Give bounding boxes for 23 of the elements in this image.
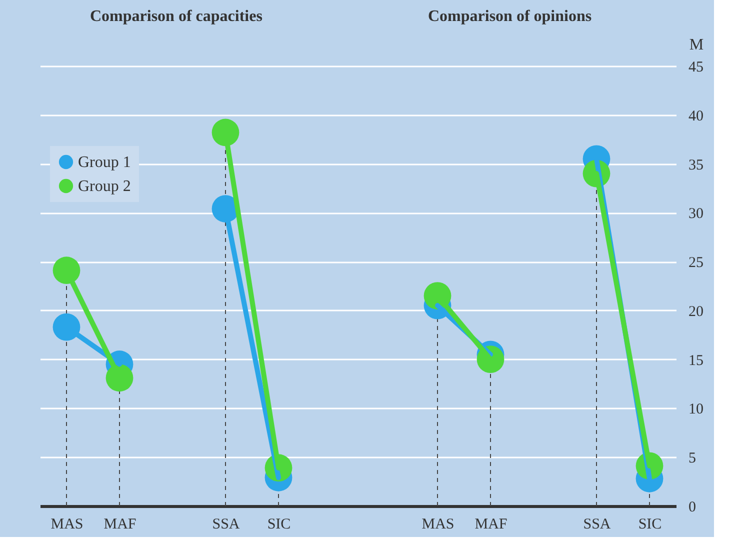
y-tick-label: 5 bbox=[688, 450, 696, 467]
x-tick-label: MAF bbox=[104, 516, 136, 532]
chart-title: Comparison of opinions bbox=[428, 8, 592, 25]
y-tick-label: 15 bbox=[688, 352, 704, 369]
legend-label: Group 1 bbox=[78, 154, 131, 171]
y-tick-label: 10 bbox=[688, 402, 704, 418]
y-tick-label: 25 bbox=[688, 255, 704, 272]
y-tick-label: 40 bbox=[688, 108, 704, 124]
y-tick-label: 30 bbox=[688, 206, 704, 222]
y-tick-label: 0 bbox=[688, 500, 696, 516]
x-tick-label: SSA bbox=[212, 516, 240, 532]
x-tick-label: MAS bbox=[422, 516, 454, 532]
y-axis-title: M bbox=[689, 36, 704, 54]
x-tick-label: SIC bbox=[638, 516, 662, 532]
y-tick-label: 20 bbox=[688, 304, 704, 320]
x-tick-label: MAS bbox=[50, 516, 84, 532]
x-tick-label: SIC bbox=[267, 516, 291, 532]
y-tick-label: 45 bbox=[688, 60, 704, 76]
x-tick-label: SSA bbox=[583, 516, 611, 532]
chart-title: Comparison of capacities bbox=[90, 8, 262, 25]
x-tick-label: MAF bbox=[474, 516, 508, 532]
legend-label: Group 2 bbox=[78, 178, 131, 195]
y-tick-label: 35 bbox=[688, 157, 704, 174]
